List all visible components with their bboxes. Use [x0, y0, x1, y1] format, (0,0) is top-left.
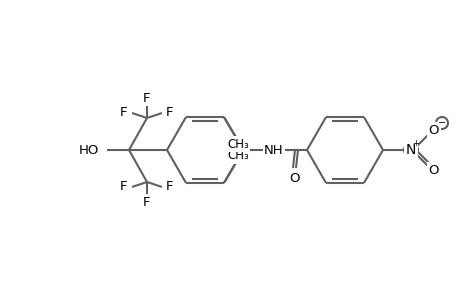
Text: O: O — [428, 124, 438, 136]
Text: F: F — [143, 92, 151, 104]
Text: F: F — [120, 181, 128, 194]
Text: CH₃: CH₃ — [227, 149, 248, 162]
Text: O: O — [289, 172, 300, 185]
Text: F: F — [166, 106, 174, 119]
Text: F: F — [120, 106, 128, 119]
Text: −: − — [437, 118, 445, 128]
Text: NH: NH — [263, 143, 283, 157]
Text: F: F — [166, 181, 174, 194]
Text: N: N — [405, 143, 415, 157]
Text: F: F — [143, 196, 151, 208]
Text: HO: HO — [78, 143, 99, 157]
Text: +: + — [412, 139, 419, 148]
Text: CH₃: CH₃ — [227, 138, 248, 151]
Text: O: O — [428, 164, 438, 176]
